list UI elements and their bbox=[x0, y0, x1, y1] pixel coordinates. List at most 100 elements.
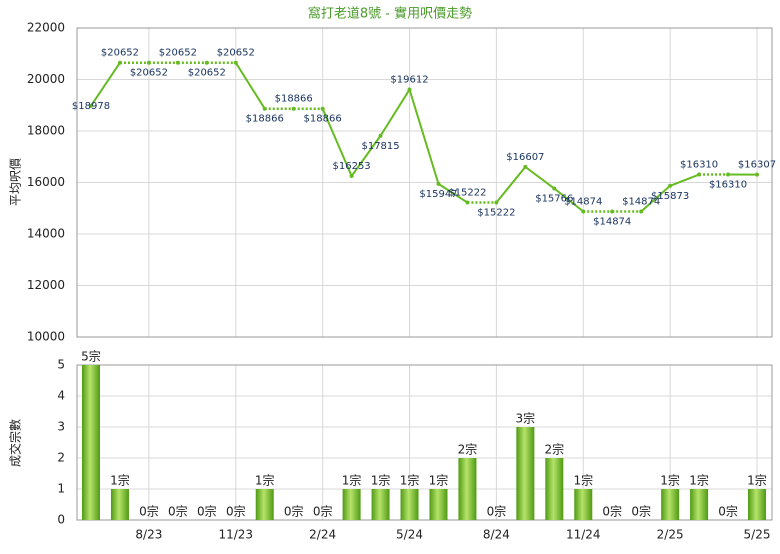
point bbox=[523, 165, 527, 169]
value-label: 2宗 bbox=[458, 442, 478, 457]
bar bbox=[401, 489, 419, 520]
point bbox=[697, 173, 701, 177]
bar bbox=[429, 489, 447, 520]
y-tick-label: 18000 bbox=[27, 124, 65, 138]
bar bbox=[545, 458, 563, 520]
y-tick-label: 5 bbox=[57, 358, 65, 372]
value-label: 0宗 bbox=[139, 504, 159, 519]
value-label: $20652 bbox=[188, 68, 226, 79]
value-label: $15873 bbox=[651, 191, 689, 202]
point bbox=[176, 61, 180, 65]
value-label: 2宗 bbox=[544, 442, 564, 457]
point bbox=[118, 61, 122, 65]
value-label: $14874 bbox=[564, 196, 602, 207]
y-tick-label: 14000 bbox=[27, 227, 65, 241]
bar bbox=[516, 427, 534, 520]
value-label: 0宗 bbox=[718, 504, 738, 519]
value-label: $19612 bbox=[390, 74, 428, 85]
value-label: 0宗 bbox=[313, 504, 333, 519]
value-label: $20652 bbox=[101, 48, 139, 59]
y-tick-label: 12000 bbox=[27, 278, 65, 292]
y-tick-label: 22000 bbox=[27, 21, 65, 35]
point bbox=[726, 173, 730, 177]
y-tick-label: 16000 bbox=[27, 175, 65, 189]
y-tick-label: 20000 bbox=[27, 72, 65, 86]
x-tick-label: 5/25 bbox=[744, 528, 771, 542]
value-label: 1宗 bbox=[255, 473, 275, 488]
value-label: $20652 bbox=[159, 48, 197, 59]
bar bbox=[111, 489, 129, 520]
x-tick-label: 2/24 bbox=[309, 528, 336, 542]
point bbox=[465, 201, 469, 205]
bar bbox=[690, 489, 708, 520]
value-label: $18866 bbox=[304, 114, 342, 125]
value-label: 1宗 bbox=[342, 473, 362, 488]
value-label: $18978 bbox=[72, 101, 110, 112]
point bbox=[292, 107, 296, 111]
value-label: 1宗 bbox=[689, 473, 709, 488]
point bbox=[234, 61, 238, 65]
value-label: $16307 bbox=[738, 160, 776, 171]
point bbox=[610, 209, 614, 213]
point bbox=[263, 107, 267, 111]
x-tick-label: 8/24 bbox=[483, 528, 510, 542]
x-tick-label: 2/25 bbox=[657, 528, 684, 542]
value-label: $16253 bbox=[333, 161, 371, 172]
value-label: $17815 bbox=[361, 141, 399, 152]
point bbox=[436, 182, 440, 186]
value-label: 0宗 bbox=[487, 504, 507, 519]
value-label: 1宗 bbox=[573, 473, 593, 488]
value-label: 1宗 bbox=[110, 473, 130, 488]
y-axis-label: 平均呎價 bbox=[9, 158, 23, 206]
value-label: $20652 bbox=[217, 48, 255, 59]
value-label: $16310 bbox=[680, 160, 718, 171]
x-tick-label: 8/23 bbox=[135, 528, 162, 542]
y-tick-label: 3 bbox=[57, 420, 65, 434]
y-tick-label: 0 bbox=[57, 513, 65, 527]
value-label: $18866 bbox=[246, 114, 284, 125]
value-label: 1宗 bbox=[400, 473, 420, 488]
bar bbox=[458, 458, 476, 520]
value-label: 1宗 bbox=[660, 473, 680, 488]
point bbox=[581, 209, 585, 213]
value-label: $18866 bbox=[275, 94, 313, 105]
y-tick-label: 4 bbox=[57, 389, 65, 403]
value-label: 0宗 bbox=[226, 504, 246, 519]
x-tick-label: 11/23 bbox=[218, 528, 253, 542]
bar bbox=[574, 489, 592, 520]
point bbox=[494, 201, 498, 205]
bar bbox=[661, 489, 679, 520]
y-tick-label: 2 bbox=[57, 451, 65, 465]
value-label: 3宗 bbox=[516, 411, 536, 426]
y-tick-label: 1 bbox=[57, 482, 65, 496]
y-tick-label: 10000 bbox=[27, 330, 65, 344]
value-label: $15222 bbox=[477, 208, 515, 219]
point bbox=[379, 134, 383, 138]
point bbox=[639, 209, 643, 213]
x-tick-label: 11/24 bbox=[566, 528, 601, 542]
bar bbox=[256, 489, 274, 520]
value-label: $15222 bbox=[448, 188, 486, 199]
value-label: 0宗 bbox=[168, 504, 188, 519]
value-label: 0宗 bbox=[284, 504, 304, 519]
value-label: $16607 bbox=[506, 152, 544, 163]
value-label: 0宗 bbox=[197, 504, 217, 519]
bar bbox=[748, 489, 766, 520]
value-label: $14874 bbox=[593, 216, 631, 227]
y-axis-label: 成交宗數 bbox=[8, 419, 23, 467]
point bbox=[350, 174, 354, 178]
value-label: 5宗 bbox=[81, 349, 101, 364]
chart-title: 窩打老道8號 - 實用呎價走勢 bbox=[308, 6, 472, 22]
value-label: 1宗 bbox=[371, 473, 391, 488]
value-label: 0宗 bbox=[602, 504, 622, 519]
value-label: 1宗 bbox=[747, 473, 767, 488]
point bbox=[205, 61, 209, 65]
value-label: $16310 bbox=[709, 180, 747, 191]
point bbox=[147, 61, 151, 65]
value-label: 0宗 bbox=[631, 504, 651, 519]
value-label: 1宗 bbox=[429, 473, 449, 488]
bar bbox=[82, 365, 100, 520]
point bbox=[755, 173, 759, 177]
point bbox=[552, 187, 556, 191]
